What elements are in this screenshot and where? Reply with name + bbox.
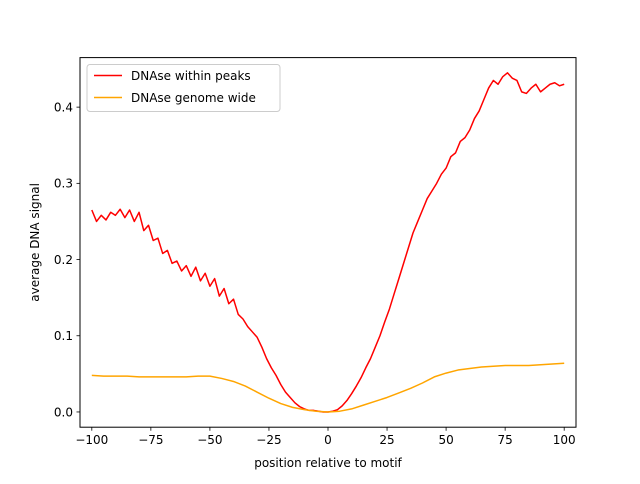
series-line-1 [91, 362, 565, 413]
legend-label-peaks: DNAse within peaks [131, 69, 251, 83]
y-tick-label: 0.2 [54, 253, 73, 267]
series-line-0 [91, 72, 565, 413]
y-tick-label: 0.0 [54, 405, 73, 419]
x-tick-label: 75 [498, 433, 513, 447]
legend-label-genome: DNAse genome wide [131, 91, 256, 105]
plot-lines [91, 72, 565, 413]
y-axis-label: average DNA signal [28, 183, 42, 302]
legend-box [86, 64, 281, 112]
legend: DNAse within peaks DNAse genome wide [86, 64, 281, 112]
x-axis-label: position relative to motif [254, 456, 402, 470]
y-tick-label: 0.1 [54, 329, 73, 343]
x-axis-ticks: −100 −75 −50 −25 0 25 50 75 100 [75, 427, 576, 447]
x-tick-label: 0 [324, 433, 332, 447]
x-tick-label: 25 [379, 433, 394, 447]
x-tick-label: 50 [438, 433, 453, 447]
x-tick-label: −25 [256, 433, 281, 447]
y-axis-ticks: 0.0 0.1 0.2 0.3 0.4 [54, 100, 80, 419]
y-tick-label: 0.4 [54, 100, 73, 114]
x-tick-label: 100 [553, 433, 576, 447]
x-tick-label: −75 [138, 433, 163, 447]
y-tick-label: 0.3 [54, 177, 73, 191]
x-tick-label: −50 [197, 433, 222, 447]
axes-frame [79, 57, 577, 428]
x-tick-label: −100 [75, 433, 108, 447]
